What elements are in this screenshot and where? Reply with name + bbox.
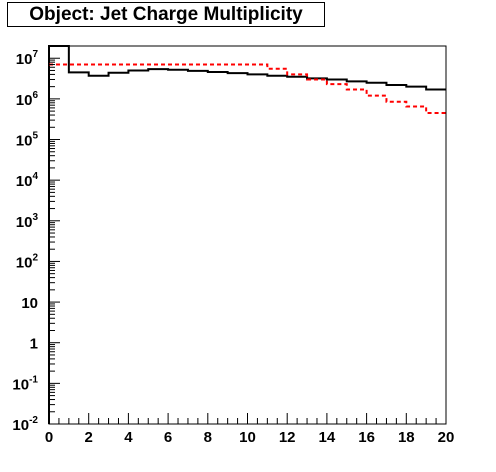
x-tick-label: 8	[204, 429, 212, 446]
y-tick-label: 1	[30, 336, 38, 353]
x-tick-label: 12	[279, 429, 296, 446]
x-tick-label: 0	[45, 429, 53, 446]
x-tick-label: 4	[124, 429, 133, 446]
chart-title: Object: Jet Charge Multiplicity	[29, 3, 303, 25]
plot-area	[48, 45, 447, 425]
plot-frame	[48, 45, 447, 425]
y-tick-label: 106	[16, 90, 39, 109]
x-tick-label: 2	[85, 429, 93, 446]
x-tick-label: 10	[239, 429, 256, 446]
series-line-1	[48, 45, 446, 424]
y-tick-label: 102	[16, 252, 39, 271]
y-tick-label: 10-1	[12, 374, 38, 393]
y-tick-label: 105	[16, 131, 39, 150]
chart-title-box: Object: Jet Charge Multiplicity	[7, 2, 325, 27]
x-tick-label: 20	[438, 429, 455, 446]
series-layer	[48, 45, 446, 424]
x-tick-label: 14	[319, 429, 336, 446]
axis-layer: 0 2 4 6 8 10 12 14 16 18 20 10-2 10-1 1 10 102 103 104 105…	[12, 45, 455, 446]
y-tick-label: 104	[16, 171, 39, 190]
x-tick-label: 18	[398, 429, 415, 446]
y-tick-label: 103	[16, 212, 39, 231]
x-tick-label: 6	[164, 429, 172, 446]
x-tick-label: 16	[358, 429, 375, 446]
y-tick-label: 107	[16, 49, 39, 68]
y-tick-label: 10	[21, 295, 38, 312]
y-tick-label: 10-2	[12, 415, 38, 434]
